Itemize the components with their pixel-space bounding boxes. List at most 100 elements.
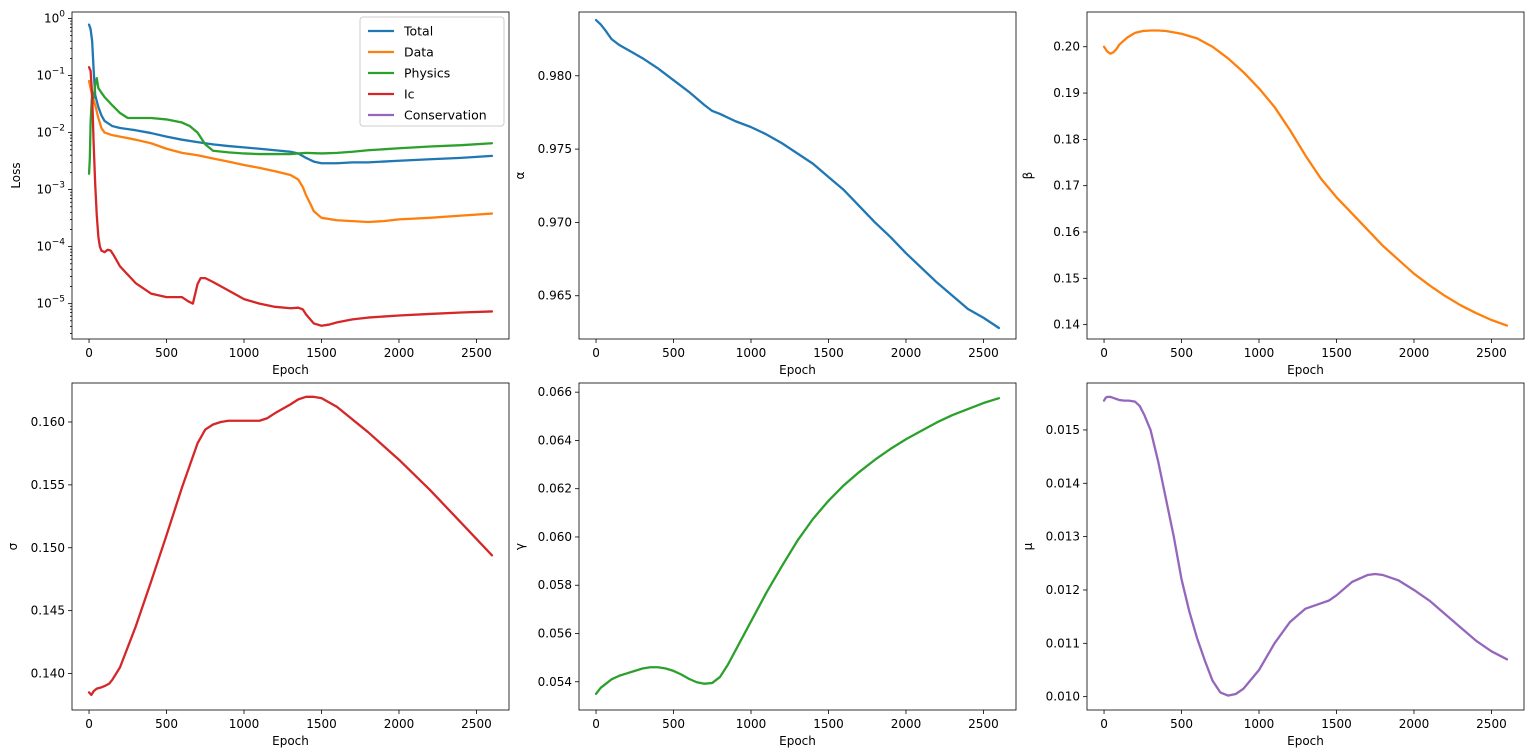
y-tick-label: 0.16 xyxy=(1053,225,1080,239)
axes-gamma: 0 500 1000 1500 2000 2500 0.054 0.056 0.058 0.060… xyxy=(513,382,1017,748)
x-tick-label: 500 xyxy=(155,717,178,731)
legend-label-total: Total xyxy=(403,24,433,39)
y-tick-label: 10−4 xyxy=(36,238,65,254)
axes-frame xyxy=(71,382,510,711)
x-tick-label: 1000 xyxy=(229,346,260,360)
x-tick-label: 500 xyxy=(1170,717,1193,731)
x-tick-label: 500 xyxy=(1170,346,1193,360)
y-tick-label: 10−3 xyxy=(36,181,65,197)
series-line-beta-β xyxy=(1102,29,1509,327)
y-tick-label: 0.145 xyxy=(31,604,65,618)
y-tick-label: 0.064 xyxy=(538,433,572,447)
y-tick-label: 0.056 xyxy=(538,626,572,640)
series-line-loss-total xyxy=(87,23,494,165)
x-tick-label: 0 xyxy=(592,346,600,360)
x-tick-label: 2500 xyxy=(1476,717,1507,731)
y-axis-label: γ xyxy=(513,543,527,550)
y-axis-label: α xyxy=(513,171,527,179)
y-tick-label: 0.17 xyxy=(1053,179,1080,193)
y-tick-label: 0.066 xyxy=(538,385,572,399)
axes-frame xyxy=(71,11,510,340)
x-tick-label: 2500 xyxy=(968,717,999,731)
y-tick-label: 10−2 xyxy=(36,124,65,140)
y-axis-label: σ xyxy=(6,542,20,550)
x-tick-label: 2000 xyxy=(891,346,922,360)
x-tick-label: 1000 xyxy=(1244,717,1275,731)
x-tick-label: 2000 xyxy=(384,346,415,360)
x-tick-label: 1000 xyxy=(736,346,767,360)
x-tick-label: 0 xyxy=(85,717,93,731)
x-tick-label: 500 xyxy=(155,346,178,360)
axes-sigma: 0 500 1000 1500 2000 2500 0.140 0.145 0.150 0.155… xyxy=(6,382,510,748)
x-tick-label: 2000 xyxy=(1399,717,1430,731)
y-tick-label: 0.011 xyxy=(1046,636,1080,650)
x-tick-label: 2500 xyxy=(1476,346,1507,360)
legend-label-data: Data xyxy=(404,45,434,60)
y-tick-label: 0.965 xyxy=(538,289,572,303)
y-tick-label: 0.054 xyxy=(538,675,572,689)
x-tick-label: 2500 xyxy=(461,717,492,731)
y-tick-label: 0.975 xyxy=(538,142,572,156)
y-tick-label: 0.015 xyxy=(1046,423,1080,437)
y-axis-label: β xyxy=(1021,172,1035,180)
x-tick-label: 0 xyxy=(85,346,93,360)
x-axis-label: Epoch xyxy=(1287,363,1324,377)
x-tick-label: 2500 xyxy=(461,346,492,360)
legend-label-conservation: Conservation xyxy=(404,108,487,123)
x-tick-label: 1000 xyxy=(229,717,260,731)
y-tick-label: 10−1 xyxy=(36,67,65,83)
y-tick-label: 0.970 xyxy=(538,215,572,229)
series-line-alpha-α xyxy=(594,18,1001,330)
x-axis-label: Epoch xyxy=(272,363,309,377)
x-axis-label: Epoch xyxy=(779,363,816,377)
y-tick-label: 0.062 xyxy=(538,482,572,496)
series-line-mu-μ xyxy=(1102,395,1509,697)
y-tick-label: 0.013 xyxy=(1046,530,1080,544)
y-tick-label: 0.160 xyxy=(31,415,65,429)
axes-mu: 0 500 1000 1500 2000 2500 0.010 0.011 0.012 0.013… xyxy=(1021,382,1525,748)
axes-loss: 0 500 1000 1500 2000 2500 10−5 10−4 10−3 10−2 10−1… xyxy=(9,9,510,377)
y-tick-label: 0.155 xyxy=(31,478,65,492)
y-tick-label: 0.14 xyxy=(1053,318,1080,332)
axes-beta: 0 500 1000 1500 2000 2500 0.14 0.15 0.16 0.17 0.18… xyxy=(1021,11,1525,377)
x-tick-label: 2500 xyxy=(968,346,999,360)
y-tick-label: 0.014 xyxy=(1046,476,1080,490)
y-tick-label: 100 xyxy=(44,9,65,25)
axes-frame xyxy=(1086,382,1525,711)
legend-label-ic: Ic xyxy=(404,87,415,102)
x-tick-label: 2000 xyxy=(891,717,922,731)
axes-frame xyxy=(578,382,1017,711)
y-tick-label: 10−5 xyxy=(36,295,65,311)
x-tick-label: 1500 xyxy=(1321,717,1352,731)
x-tick-label: 500 xyxy=(662,346,685,360)
x-tick-label: 1500 xyxy=(306,346,337,360)
legend-label-physics: Physics xyxy=(404,66,450,81)
x-tick-label: 0 xyxy=(1100,717,1108,731)
x-tick-label: 0 xyxy=(1100,346,1108,360)
x-tick-label: 0 xyxy=(592,717,600,731)
axes-frame xyxy=(578,11,1017,340)
y-axis-label: μ xyxy=(1021,542,1035,550)
x-tick-label: 2000 xyxy=(1399,346,1430,360)
legend: Total Data Physics Ic Conservation xyxy=(359,16,505,127)
axes-frame xyxy=(1086,11,1525,340)
x-tick-label: 1500 xyxy=(306,717,337,731)
y-tick-label: 0.980 xyxy=(538,69,572,83)
x-axis-label: Epoch xyxy=(779,734,816,748)
legend-box xyxy=(359,16,505,127)
y-axis-label: Loss xyxy=(9,162,23,188)
y-tick-label: 0.15 xyxy=(1053,271,1080,285)
y-tick-label: 0.058 xyxy=(538,578,572,592)
series-line-sigma-σ xyxy=(87,395,494,697)
series-line-loss-ic xyxy=(87,66,494,327)
y-tick-label: 0.150 xyxy=(31,541,65,555)
x-tick-label: 2000 xyxy=(384,717,415,731)
x-tick-label: 1500 xyxy=(813,717,844,731)
y-tick-label: 0.19 xyxy=(1053,86,1080,100)
x-tick-label: 1500 xyxy=(1321,346,1352,360)
axes-alpha: 0 500 1000 1500 2000 2500 0.965 0.970 0.975 0.980… xyxy=(513,11,1017,377)
y-tick-label: 0.060 xyxy=(538,530,572,544)
y-tick-label: 0.20 xyxy=(1053,40,1080,54)
y-tick-label: 0.140 xyxy=(31,667,65,681)
